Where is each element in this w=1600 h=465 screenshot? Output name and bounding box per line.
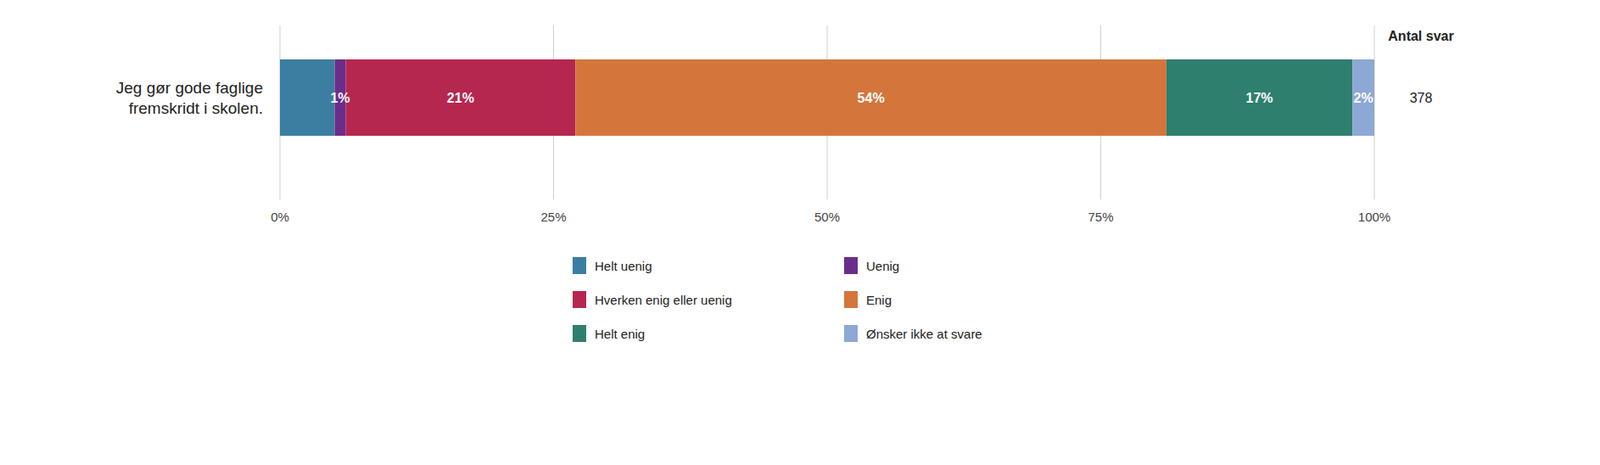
legend-item: Hverken enig eller uenig bbox=[572, 290, 733, 308]
legend-item: Helt uenig bbox=[572, 257, 653, 275]
bar-segment bbox=[1352, 59, 1375, 136]
tick-label: 25% bbox=[540, 209, 566, 224]
legend-label: Enig bbox=[866, 292, 892, 308]
bar-segment bbox=[345, 59, 576, 136]
data-label: 17% bbox=[1246, 90, 1274, 106]
tick-label: 75% bbox=[1087, 209, 1114, 224]
annotation: Antal svar bbox=[1387, 28, 1454, 44]
y-axis-label-line: Jeg gør gode faglige bbox=[116, 78, 263, 97]
bar-segment bbox=[279, 59, 336, 136]
bars bbox=[279, 59, 1375, 136]
data-label: 2% bbox=[1353, 90, 1374, 106]
bar-segment bbox=[1166, 59, 1353, 136]
tick-label: 50% bbox=[814, 209, 840, 224]
y-axis-label: Jeg gør gode faglige fremskridt i skolen. bbox=[116, 78, 263, 118]
legend-swatch bbox=[844, 257, 858, 275]
legend-label: Helt uenig bbox=[594, 258, 653, 274]
legend-label: Hverken enig eller uenig bbox=[594, 292, 733, 308]
legend-item: Uenig bbox=[844, 257, 900, 275]
legend-label: Uenig bbox=[866, 258, 900, 274]
legend-swatch bbox=[572, 290, 587, 308]
grid bbox=[279, 25, 1375, 200]
bar-segment bbox=[575, 59, 1167, 136]
background bbox=[0, 0, 1600, 465]
data-label: 1% bbox=[330, 90, 350, 106]
legend-item: Ønsker ikke at svare bbox=[844, 324, 983, 342]
legend-item: Enig bbox=[844, 290, 892, 308]
legend-item: Helt enig bbox=[572, 324, 645, 342]
chart: 0% 25% 50% 75% 100% 1% 21% 54% 17% 2% Jeg gør gode… bbox=[0, 0, 1600, 465]
legend-swatch bbox=[572, 257, 587, 275]
legend-label: Ønsker ikke at svare bbox=[866, 326, 983, 342]
y-axis-label-line: fremskridt i skolen. bbox=[128, 99, 263, 118]
legend-swatch bbox=[844, 290, 858, 308]
data-label: 21% bbox=[447, 90, 475, 106]
chart-container: 0% 25% 50% 75% 100% 1% 21% 54% 17% 2% Jeg gør gode… bbox=[0, 0, 1600, 465]
legend-swatch bbox=[572, 324, 587, 342]
data-labels: 1% 21% 54% 17% 2% bbox=[330, 90, 1373, 106]
data-label: 54% bbox=[857, 90, 885, 106]
tick-label: 100% bbox=[1358, 209, 1391, 224]
legend-swatch bbox=[844, 324, 858, 342]
legend-label: Helt enig bbox=[594, 326, 645, 342]
tick-label: 0% bbox=[270, 209, 290, 224]
legend: Helt uenig Uenig Hverken enig eller uenig E… bbox=[572, 257, 983, 342]
annotation: 378 bbox=[1409, 90, 1433, 106]
x-axis: 0% 25% 50% 75% 100% bbox=[270, 209, 1391, 224]
